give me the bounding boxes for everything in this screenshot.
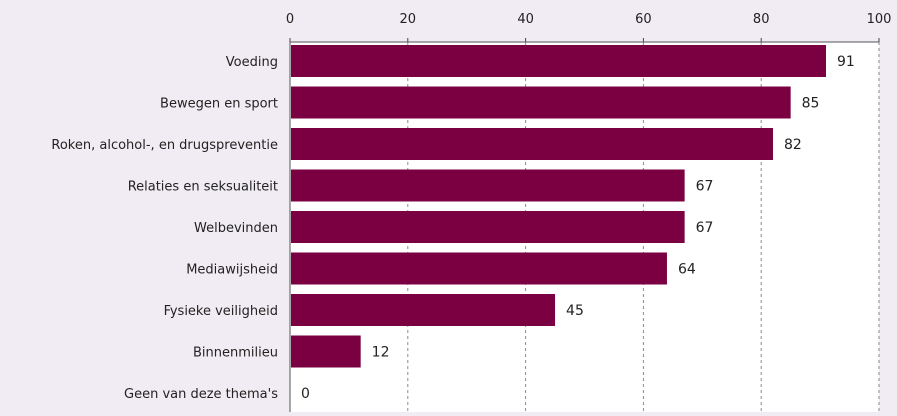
category-label: Geen van deze thema's (124, 387, 278, 402)
category-label: Fysieke veiligheid (164, 304, 278, 319)
x-tick-label: 0 (286, 12, 294, 27)
value-label: 67 (696, 220, 714, 236)
value-label: 0 (301, 386, 310, 402)
x-tick-label: 60 (635, 12, 652, 27)
x-tick-label: 100 (867, 12, 892, 27)
bar (291, 86, 791, 119)
value-label: 12 (372, 345, 390, 361)
bar (291, 252, 667, 285)
category-labels: Voeding Bewegen en sport Roken, alcohol-, … (51, 55, 278, 402)
bar (291, 45, 826, 77)
bar (291, 294, 556, 326)
bars (291, 45, 826, 368)
category-label: Mediawijsheid (186, 263, 278, 278)
bar (291, 211, 685, 243)
x-tick-label: 80 (753, 12, 770, 27)
value-label: 85 (802, 96, 820, 112)
value-label: 67 (696, 179, 714, 195)
x-tick-label: 40 (517, 12, 534, 27)
value-label: 82 (784, 137, 802, 153)
category-label: Binnenmilieu (193, 346, 278, 361)
bar (291, 335, 361, 368)
value-label: 91 (837, 54, 855, 70)
category-label: Voeding (226, 55, 278, 70)
value-label: 64 (678, 262, 696, 278)
bar (291, 169, 685, 202)
category-label: Roken, alcohol-, en drugspreventie (51, 138, 278, 153)
category-label: Relaties en seksualiteit (128, 180, 278, 195)
bar (291, 128, 773, 160)
x-tick-label: 20 (400, 12, 417, 27)
value-label: 45 (566, 303, 584, 319)
category-label: Welbevinden (194, 221, 278, 236)
category-label: Bewegen en sport (160, 97, 278, 112)
x-axis-ticks: 0 20 40 60 80 100 (286, 12, 892, 416)
value-labels: 91 85 82 67 67 64 45 12 0 (301, 54, 855, 402)
